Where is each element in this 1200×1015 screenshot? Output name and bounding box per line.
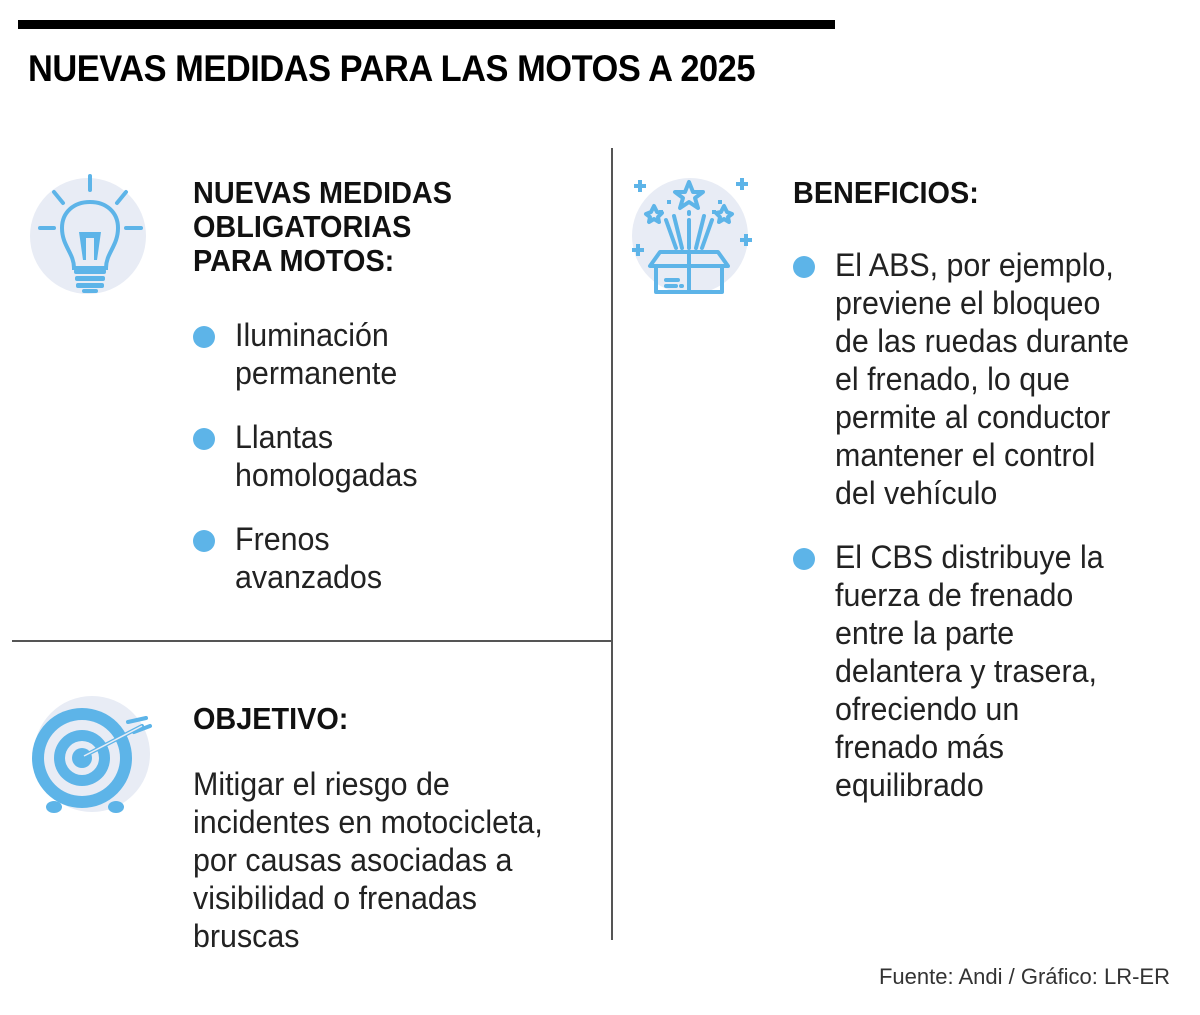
bullet-dot-icon (793, 256, 815, 278)
medidas-list: Iluminación permanente Llantas homologad… (193, 316, 593, 596)
vertical-divider (611, 148, 613, 940)
bullet-dot-icon (793, 548, 815, 570)
list-item: El ABS, por ejemplo, previene el bloqueo… (793, 246, 1183, 512)
objetivo-heading: OBJETIVO: (193, 701, 349, 736)
list-item: Frenos avanzados (193, 520, 593, 596)
horizontal-divider (12, 640, 612, 642)
page-title: NUEVAS MEDIDAS PARA LAS MOTOS A 2025 (28, 48, 756, 89)
objetivo-text: Mitigar el riesgo de incidentes en motoc… (193, 766, 543, 954)
list-item: Llantas homologadas (193, 418, 593, 494)
source-credit: Fuente: Andi / Gráfico: LR-ER (878, 964, 1170, 989)
beneficios-list: El ABS, por ejemplo, previene el bloqueo… (793, 246, 1183, 804)
list-item: El CBS distribuye la fuerza de frenado e… (793, 538, 1183, 804)
lightbulb-icon (24, 168, 154, 298)
medidas-heading: NUEVAS MEDIDAS OBLIGATORIAS PARA MOTOS: (193, 175, 452, 278)
target-icon (24, 692, 154, 822)
bullet-dot-icon (193, 326, 215, 348)
beneficios-heading: BENEFICIOS: (793, 175, 979, 210)
bullet-dot-icon (193, 530, 215, 552)
bullet-dot-icon (193, 428, 215, 450)
list-item: Iluminación permanente (193, 316, 593, 392)
top-rule (18, 20, 835, 29)
gift-box-icon (624, 168, 754, 298)
